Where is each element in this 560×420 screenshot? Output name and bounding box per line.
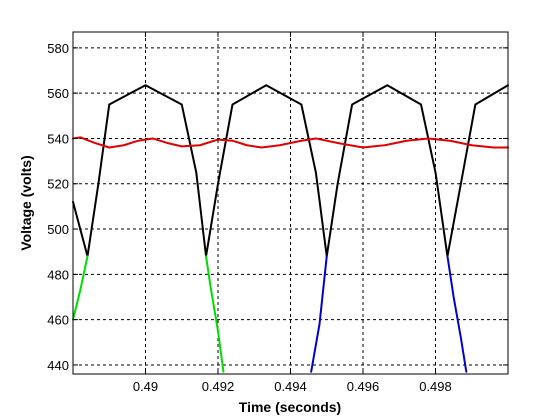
x-tick-label: 0.498 (419, 379, 452, 394)
grid (73, 32, 508, 374)
y-axis-label: Voltage (volts) (18, 155, 34, 250)
y-tick-label: 580 (47, 41, 69, 56)
x-tick-label: 0.496 (347, 379, 380, 394)
series-line-2-part-0 (72, 255, 89, 321)
series-line-3-part-0 (310, 255, 328, 373)
y-tick-label: 520 (47, 177, 69, 192)
y-tick-label: 440 (47, 358, 69, 373)
y-tick-label: 560 (47, 86, 69, 101)
y-tick-label: 540 (47, 131, 69, 146)
x-axis-label: Time (seconds) (239, 399, 341, 415)
series-line-2-part-1 (205, 255, 225, 373)
y-tick-label: 500 (47, 222, 69, 237)
series-line-0-part-0 (72, 84, 509, 258)
y-tick-label: 480 (47, 267, 69, 282)
y-tick-label: 460 (47, 313, 69, 328)
ticks: 0.49 0.492 0.494 0.496 0.498 440 460 480 500 520 5… (47, 32, 508, 394)
x-tick-label: 0.49 (133, 379, 158, 394)
series-lines (72, 84, 509, 373)
x-tick-label: 0.494 (274, 379, 307, 394)
x-tick-label: 0.492 (202, 379, 235, 394)
series-line-3-part-1 (446, 255, 468, 373)
series-line-1-part-0 (72, 136, 509, 149)
